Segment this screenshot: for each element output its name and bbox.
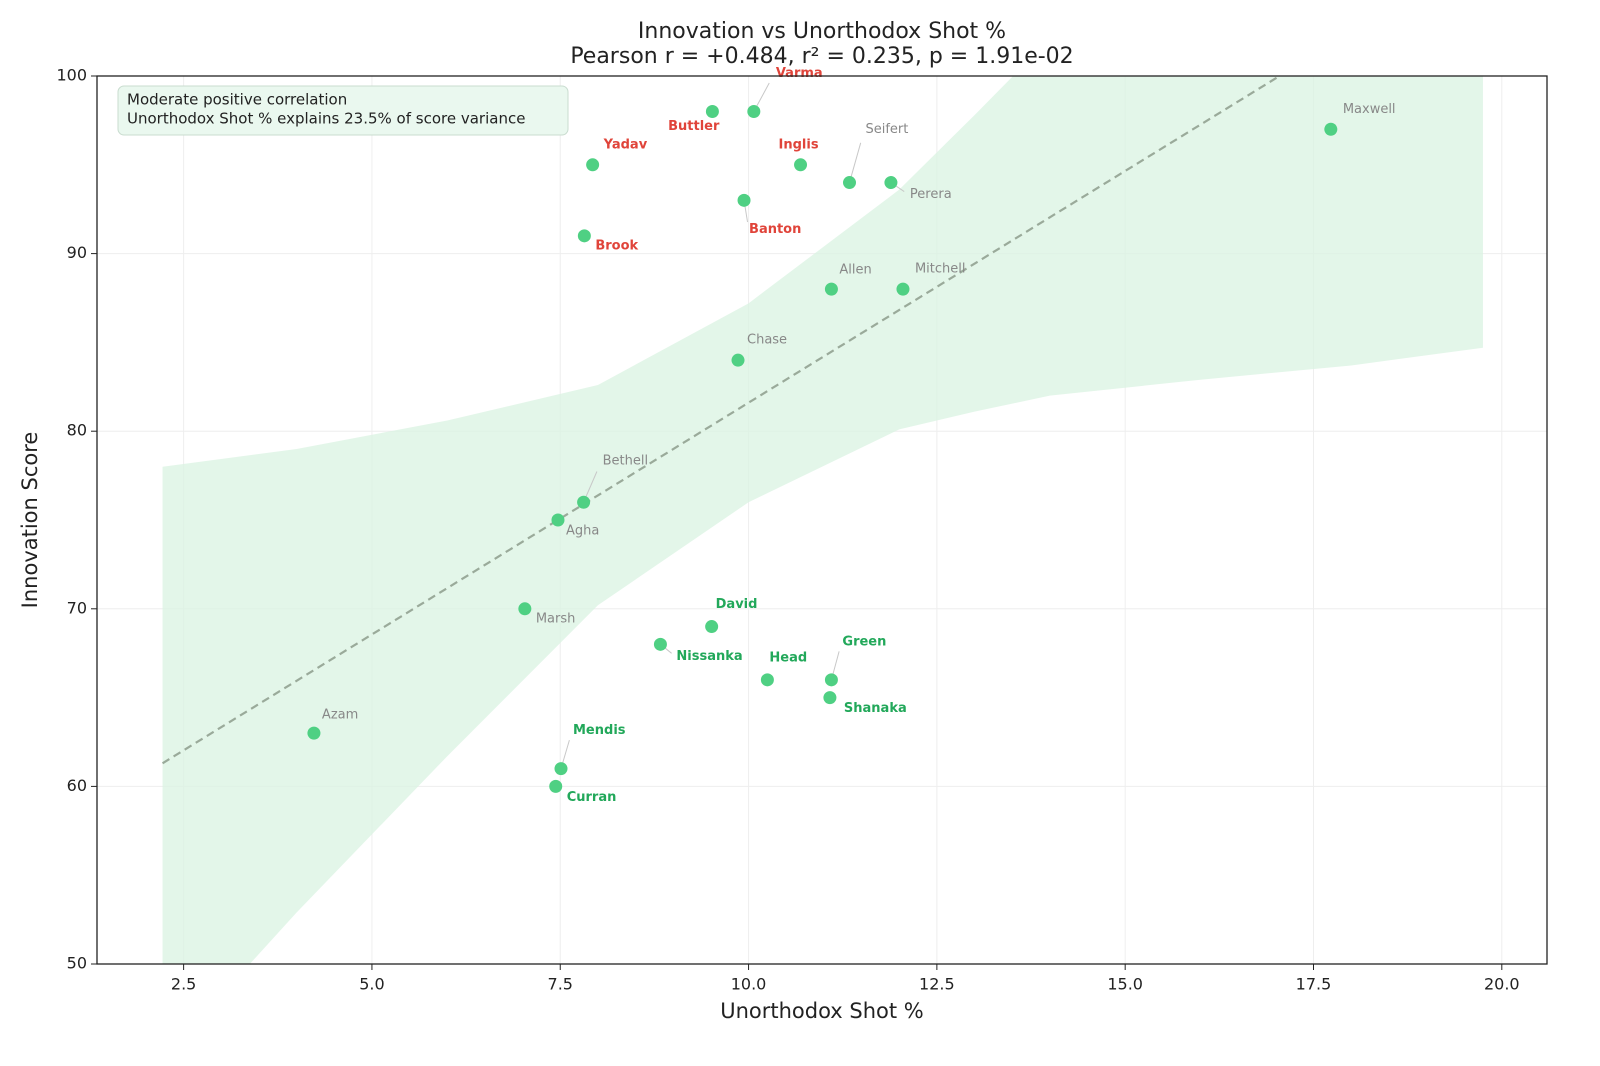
point [307, 726, 321, 740]
point [731, 353, 745, 367]
point [824, 673, 838, 687]
point-label: Bethell [603, 454, 648, 469]
point [760, 673, 774, 687]
x-tick-label: 15.0 [1107, 975, 1143, 994]
plot-area [161, 76, 1483, 964]
x-tick-label: 20.0 [1484, 975, 1520, 994]
x-tick-label: 12.5 [919, 975, 955, 994]
point-label: Brook [595, 238, 638, 253]
chart-subtitle: Pearson r = +0.484, r² = 0.235, p = 1.91… [570, 44, 1073, 69]
point [884, 176, 898, 190]
point [518, 602, 532, 616]
x-tick-label: 7.5 [548, 975, 573, 994]
point [554, 762, 568, 776]
point-label: Nissanka [676, 649, 742, 664]
point-label: Perera [910, 187, 952, 202]
point [842, 176, 856, 190]
y-axis-label: Innovation Score [18, 432, 42, 609]
point-label: Mitchell [915, 262, 966, 277]
y-tick-label: 80 [67, 421, 87, 440]
point-label: Buttler [668, 119, 720, 134]
point-label: Inglis [779, 137, 819, 152]
point [747, 105, 761, 119]
point-label: Head [769, 650, 807, 665]
annotation-line: Unorthodox Shot % explains 23.5% of scor… [127, 110, 525, 128]
point [551, 513, 565, 527]
y-tick-label: 70 [67, 598, 87, 617]
y-tick-label: 90 [67, 243, 87, 262]
point [705, 620, 719, 634]
point-label: Shanaka [844, 701, 907, 716]
point [586, 158, 600, 172]
point [653, 637, 667, 651]
chart-title: Innovation vs Unorthodox Shot % [638, 19, 1006, 44]
annotation-line: Moderate positive correlation [127, 91, 347, 109]
y-tick-label: 50 [67, 954, 87, 973]
point [737, 193, 751, 207]
x-tick-label: 10.0 [731, 975, 767, 994]
point-label: Allen [839, 263, 871, 278]
point-label: Marsh [536, 611, 576, 626]
point [577, 229, 591, 243]
point [1324, 122, 1338, 136]
point-label: David [716, 597, 758, 612]
x-tick-label: 2.5 [171, 975, 196, 994]
point-label: Yadav [603, 137, 648, 152]
confidence-band [162, 76, 1483, 964]
point [705, 105, 719, 119]
point-label: Banton [749, 222, 801, 237]
point-label: Varma [776, 66, 823, 81]
point-label: Chase [747, 333, 787, 348]
point-label: Seifert [865, 122, 908, 137]
leader-line [849, 142, 862, 183]
annotation-box [117, 85, 569, 136]
point [577, 495, 591, 509]
point [823, 691, 837, 705]
y-tick-label: 100 [56, 66, 87, 85]
point-label: Agha [566, 524, 599, 539]
point-label: Green [842, 634, 886, 649]
x-axis-label: Unorthodox Shot % [720, 999, 924, 1023]
point-label: Curran [567, 790, 617, 805]
point [824, 282, 838, 296]
fit-line [161, 76, 1282, 765]
point [794, 158, 808, 172]
point [896, 282, 910, 296]
point-label: Maxwell [1343, 102, 1396, 117]
plot-frame [96, 75, 1548, 965]
point-label: Azam [322, 708, 358, 723]
point-label: Mendis [573, 723, 626, 738]
y-tick-label: 60 [67, 776, 87, 795]
points: Azam Mendis Curran Marsh Agha Bethell Brook Yad… [307, 66, 1396, 805]
point [549, 779, 563, 793]
x-tick-label: 17.5 [1296, 975, 1332, 994]
x-tick-label: 5.0 [359, 975, 384, 994]
